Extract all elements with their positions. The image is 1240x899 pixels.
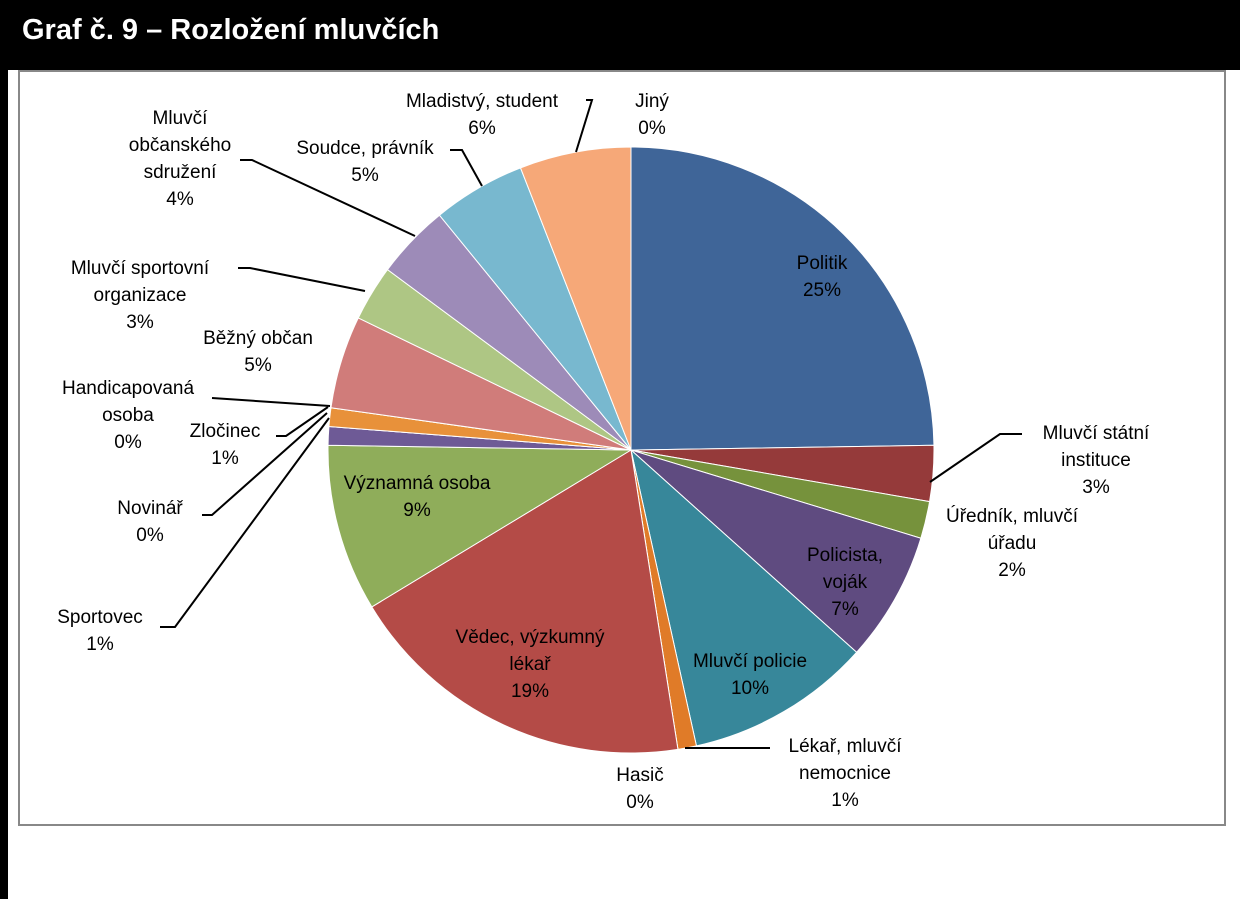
leader-line [450,149,483,187]
value-label: 19% [510,681,550,702]
category-label: Sportovec [57,607,143,628]
category-label: Úředník, mluvčí úřadu [946,506,1078,554]
value-label: 25% [802,280,842,301]
left-rule [0,0,8,899]
slice-label: Mluvčí občanského sdružení 4% [120,105,240,213]
value-label: 5% [351,165,379,186]
category-label: Lékař, mluvčí nemocnice [788,736,902,784]
leader-line [202,412,328,516]
slice-label: Běžný občan 5% [178,325,338,379]
category-label: Mladistvý, student [405,91,559,112]
category-label: Handicapovaná osoba [61,378,195,426]
slice-label: Vědec, výzkumný lékař 19% [435,624,625,705]
slice-label: Soudce, právník 5% [255,135,475,189]
slice-label: Politik 25% [762,250,882,304]
pie-slice [327,444,633,608]
category-label: Mluvčí státní instituce [1042,423,1150,471]
leader-line [276,406,329,437]
slice-label: Sportovec 1% [35,604,165,658]
slice-label: Lékař, mluvčí nemocnice 1% [765,733,925,814]
value-label: 1% [831,790,859,811]
value-label: 5% [244,355,272,376]
category-label: Mluvčí sportovní organizace [70,258,210,306]
category-label: Novinář [117,498,183,519]
pie-slice [630,449,922,653]
category-label: Hasič [616,765,664,786]
category-label: Mluvčí policie [692,651,808,672]
category-label: Soudce, právník [296,138,434,159]
value-label: 4% [166,189,194,210]
chart-title: Graf č. 9 – Rozložení mluvčích [22,14,440,46]
slice-label: Zločinec 1% [175,418,275,472]
category-label: Politik [796,253,848,274]
category-label: Vědec, výzkumný lékař [455,627,605,675]
pie-slice [371,449,679,754]
value-label: 7% [831,599,859,620]
value-label: 0% [626,792,654,813]
value-label: 0% [638,118,666,139]
value-label: 1% [86,634,114,655]
slice-label: Mluvčí sportovní organizace 3% [40,255,240,336]
value-label: 10% [730,678,770,699]
category-label: Policista, voják [806,545,884,593]
category-label: Významná osoba [343,473,491,494]
value-label: 0% [136,525,164,546]
value-label: 3% [126,312,154,333]
category-label: Mluvčí občanského sdružení [128,108,232,183]
value-label: 9% [403,500,431,521]
slice-label: Úředník, mluvčí úřadu 2% [942,503,1082,584]
value-label: 6% [468,118,496,139]
leader-line [211,397,331,407]
slice-label: Mluvčí státní instituce 3% [1021,420,1171,501]
category-label: Běžný občan [203,328,313,349]
category-label: Jiný [635,91,669,112]
leader-line [929,433,1022,483]
pie-slice [630,146,935,451]
slice-label: Mluvčí policie 10% [660,648,840,702]
category-label: Zločinec [189,421,261,442]
pie-slice [630,448,858,747]
title-bar: Graf č. 9 – Rozložení mluvčích [0,0,1240,70]
slice-label: Policista, voják 7% [795,542,895,623]
slice-label: Jiný 0% [612,88,692,142]
value-label: 1% [211,448,239,469]
slice-label: Mladistvý, student 6% [362,88,602,142]
slice-label: Významná osoba 9% [322,470,512,524]
leader-line [575,99,594,153]
slice-label: Hasič 0% [600,762,680,816]
slice-label: Handicapovaná osoba 0% [53,375,203,456]
chart-box [18,70,1226,826]
leader-line [238,267,366,292]
value-label: 3% [1082,477,1110,498]
value-label: 2% [998,560,1026,581]
value-label: 0% [114,432,142,453]
leader-line [160,417,330,628]
slice-label: Novinář 0% [100,495,200,549]
leader-line [240,159,416,237]
